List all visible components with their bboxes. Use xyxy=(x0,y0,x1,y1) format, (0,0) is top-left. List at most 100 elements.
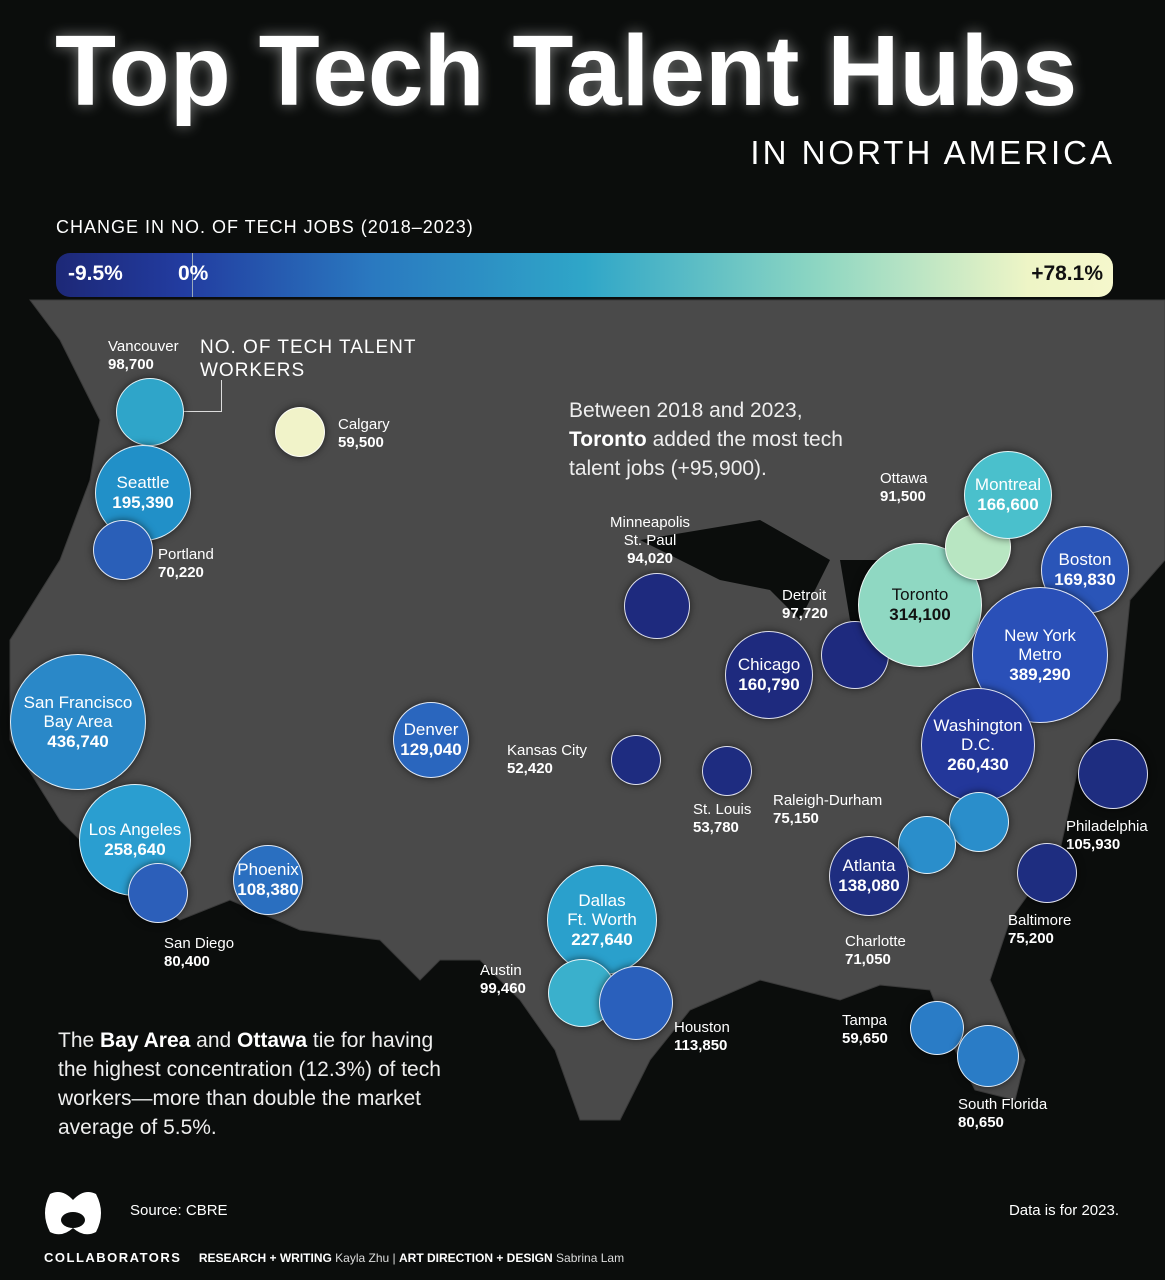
city-value: 258,640 xyxy=(104,840,166,859)
city-name: Ft. Worth xyxy=(567,909,637,929)
city-value: 389,290 xyxy=(1009,664,1071,684)
city-label-minneapolis-st-paul: Minneapolis St. Paul 94,020 xyxy=(610,514,690,568)
city-value: 108,380 xyxy=(237,880,299,899)
city-value: 227,640 xyxy=(571,929,633,949)
source: Source: CBRE xyxy=(130,1202,228,1219)
city-name: Ottawa xyxy=(880,470,928,487)
city-value: 94,020 xyxy=(627,550,673,567)
city-name: Denver xyxy=(403,720,459,739)
city-label-austin: Austin 99,460 xyxy=(480,962,526,998)
scale-max: +78.1% xyxy=(1031,262,1103,285)
city-value: 99,460 xyxy=(480,980,526,997)
city-value: 80,650 xyxy=(958,1114,1004,1131)
note-bold: Ottawa xyxy=(237,1029,308,1052)
city-name: San Francisco xyxy=(23,692,133,712)
city-bubble-san-francisco-bay-area: San Francisco Bay Area 436,740 xyxy=(10,654,146,790)
credits: COLLABORATORS RESEARCH + WRITING Kayla Z… xyxy=(44,1250,625,1265)
design-name: Sabrina Lam xyxy=(556,1251,625,1265)
city-label-st-louis: St. Louis 53,780 xyxy=(693,801,751,837)
city-label-vancouver: Vancouver 98,700 xyxy=(108,338,179,374)
city-label-south-florida: South Florida 80,650 xyxy=(958,1096,1047,1132)
city-name: D.C. xyxy=(961,734,995,754)
city-bubble-philadelphia xyxy=(1078,739,1148,809)
research-name: Kayla Zhu xyxy=(335,1251,390,1265)
city-value: 80,400 xyxy=(164,953,210,970)
city-bubble-denver: Denver 129,040 xyxy=(393,702,469,778)
scale-min: -9.5% xyxy=(68,262,123,285)
city-bubble-st-louis xyxy=(702,746,752,796)
city-bubble-phoenix: Phoenix 108,380 xyxy=(233,845,303,915)
city-label-portland: Portland 70,220 xyxy=(158,546,214,582)
city-bubble-washington-d-c: Washington D.C. 260,430 xyxy=(921,688,1035,802)
city-value: 53,780 xyxy=(693,819,739,836)
city-label-tampa: Tampa 59,650 xyxy=(842,1012,888,1048)
city-value: 91,500 xyxy=(880,488,926,505)
note-text: added the most tech talent jobs (+95,900… xyxy=(569,428,843,480)
city-name: Bay Area xyxy=(43,711,113,731)
color-scale: -9.5% 0% +78.1% xyxy=(56,253,1113,297)
city-value: 75,150 xyxy=(773,810,819,827)
city-bubble-san-diego xyxy=(128,863,188,923)
city-bubble-vancouver xyxy=(116,378,184,446)
city-name: Phoenix xyxy=(237,860,299,879)
note-text: and xyxy=(196,1029,232,1052)
city-name: Philadelphia xyxy=(1066,818,1148,835)
city-name: Chicago xyxy=(737,655,801,674)
city-value: 113,850 xyxy=(674,1037,728,1054)
city-bubble-dallas-ft-worth: Dallas Ft. Worth 227,640 xyxy=(547,865,657,975)
city-value: 314,100 xyxy=(889,605,951,624)
city-name: St. Paul xyxy=(623,532,677,549)
city-bubble-chicago: Chicago 160,790 xyxy=(725,631,813,719)
city-name: Detroit xyxy=(782,587,827,604)
city-value: 138,080 xyxy=(838,876,900,895)
city-name: Kansas City xyxy=(507,742,588,759)
city-name: Boston xyxy=(1058,550,1112,569)
city-bubble-montreal: Montreal 166,600 xyxy=(964,451,1052,539)
page-title: Top Tech Talent Hubs xyxy=(55,15,1078,127)
city-value: 98,700 xyxy=(108,356,154,373)
scale-label: CHANGE IN NO. OF TECH JOBS (2018–2023) xyxy=(56,217,474,237)
city-name: Metro xyxy=(1018,644,1062,664)
city-name: New York xyxy=(1004,625,1076,645)
city-name: Washington xyxy=(933,715,1023,735)
city-name: Vancouver xyxy=(108,338,179,355)
city-name: Seattle xyxy=(116,473,170,492)
note-text: tie for having the highest concentration… xyxy=(58,1029,441,1139)
brand-name: COLLABORATORS xyxy=(44,1250,182,1265)
city-value: 169,830 xyxy=(1054,570,1116,589)
legend-title: NO. OF TECH TALENT WORKERS xyxy=(200,337,417,381)
city-bubble-south-florida xyxy=(957,1025,1019,1087)
city-bubble-baltimore xyxy=(1017,843,1077,903)
city-name: Toronto xyxy=(891,585,949,604)
city-name: Raleigh-Durham xyxy=(773,792,883,809)
data-note: Data is for 2023. xyxy=(1008,1202,1119,1219)
legend-pointer xyxy=(184,380,222,412)
city-value: 59,500 xyxy=(338,434,384,451)
city-label-kansas-city: Kansas City 52,420 xyxy=(507,742,587,778)
zero-line xyxy=(192,253,193,297)
city-label-ottawa: Ottawa 91,500 xyxy=(880,470,928,506)
city-bubble-charlotte xyxy=(898,816,956,874)
city-value: 52,420 xyxy=(507,760,553,777)
design-label: ART DIRECTION + DESIGN xyxy=(399,1251,553,1265)
city-name: Montreal xyxy=(974,475,1042,494)
city-value: 260,430 xyxy=(947,754,1009,774)
city-value: 105,930 xyxy=(1066,836,1121,853)
city-name: Baltimore xyxy=(1008,912,1072,929)
city-value: 71,050 xyxy=(845,951,891,968)
city-label-baltimore: Baltimore 75,200 xyxy=(1008,912,1071,948)
city-name: Austin xyxy=(480,962,522,979)
city-name: Charlotte xyxy=(845,933,906,950)
city-name: St. Louis xyxy=(693,801,752,818)
note-text: The xyxy=(58,1029,95,1052)
bay-area-note: The Bay Area and Ottawa tie for having t… xyxy=(58,1026,448,1142)
city-name: Tampa xyxy=(842,1012,888,1029)
scale-zero: 0% xyxy=(178,262,209,285)
collaborators-logo-icon xyxy=(45,1192,101,1235)
city-bubble-seattle: Seattle 195,390 xyxy=(95,445,191,541)
city-name: Dallas xyxy=(578,890,626,910)
city-label-houston: Houston 113,850 xyxy=(674,1019,730,1055)
city-value: 59,650 xyxy=(842,1030,888,1047)
city-name: Minneapolis xyxy=(610,514,691,531)
city-name: Houston xyxy=(674,1019,730,1036)
